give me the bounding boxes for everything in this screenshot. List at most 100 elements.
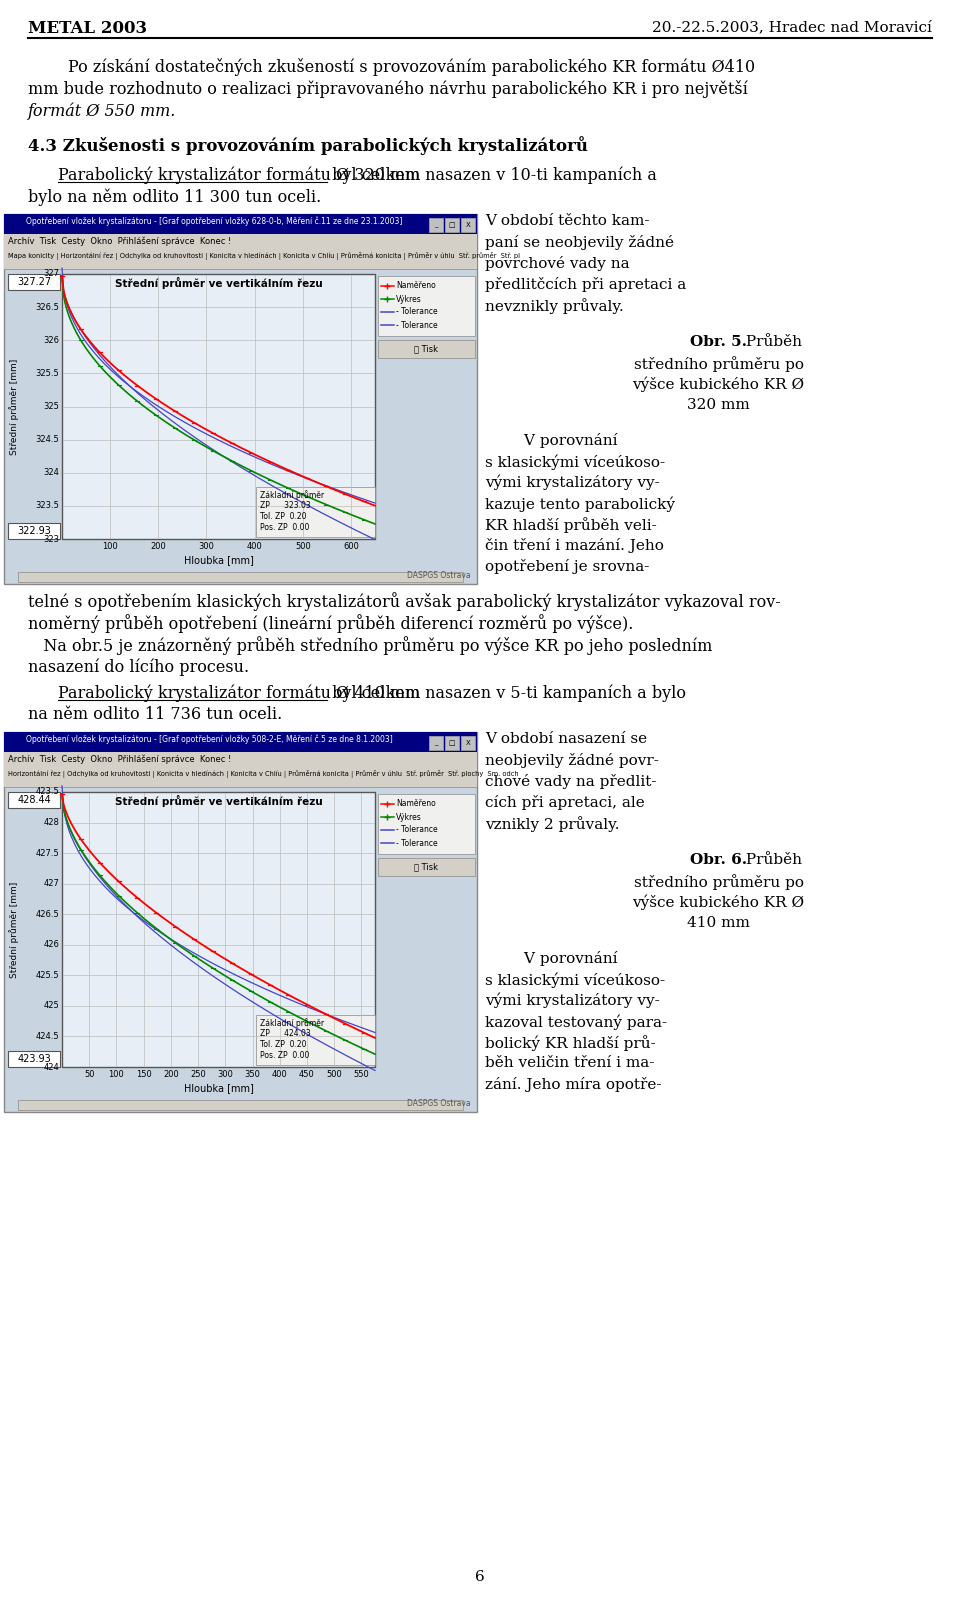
- Text: bolický KR hladší prů-: bolický KR hladší prů-: [485, 1035, 656, 1051]
- Text: s klasickými víceúkoso-: s klasickými víceúkoso-: [485, 454, 665, 470]
- Bar: [4, 732, 477, 1111]
- Text: ZP      424.03: ZP 424.03: [260, 1030, 311, 1038]
- Text: povrchové vady na: povrchové vady na: [485, 256, 630, 270]
- Text: byl celkem nasazen v 5-ti kampaních a bylo: byl celkem nasazen v 5-ti kampaních a by…: [326, 684, 685, 702]
- Text: 327.27: 327.27: [17, 277, 51, 286]
- Text: 600: 600: [343, 542, 359, 552]
- Bar: [8, 1051, 60, 1067]
- Text: cích při apretaci, ale: cích při apretaci, ale: [485, 795, 645, 811]
- Text: vými krystalizátory vy-: vými krystalizátory vy-: [485, 993, 660, 1009]
- Text: Parabolický krystalizátor formátu Ø 410 mm: Parabolický krystalizátor formátu Ø 410 …: [58, 684, 420, 702]
- Text: Základní průměr: Základní průměr: [260, 1019, 324, 1028]
- Bar: [4, 732, 477, 752]
- Text: 400: 400: [272, 1070, 288, 1079]
- Text: zání. Jeho míra opotře-: zání. Jeho míra opotře-: [485, 1078, 661, 1092]
- Text: středního průměru po: středního průměru po: [634, 357, 804, 373]
- Text: 425.5: 425.5: [36, 971, 59, 980]
- Text: 🖨 Tisk: 🖨 Tisk: [415, 862, 439, 871]
- Text: 322.93: 322.93: [17, 526, 51, 536]
- Text: V období nasazení se: V období nasazení se: [485, 732, 647, 747]
- Text: předlitčcích při apretaci a: předlitčcích při apretaci a: [485, 277, 686, 293]
- Text: 100: 100: [103, 542, 118, 552]
- Text: 324: 324: [43, 469, 59, 477]
- Text: Naměřeno: Naměřeno: [396, 281, 436, 291]
- Text: Opotřebení vložek krystalizátoru - [Graf opotřebení vložky 628-0-b, Měření č.11 : Opotřebení vložek krystalizátoru - [Graf…: [26, 216, 402, 225]
- Text: formát Ø 550 mm.: formát Ø 550 mm.: [28, 102, 177, 120]
- Bar: [461, 217, 475, 232]
- Bar: [256, 1015, 375, 1065]
- Text: 450: 450: [300, 1070, 315, 1079]
- Text: DASPGS Ostrava: DASPGS Ostrava: [407, 571, 471, 580]
- Text: Základní průměr: Základní průměr: [260, 489, 324, 500]
- Text: Pos. ZP  0.00: Pos. ZP 0.00: [260, 523, 309, 532]
- Text: paní se neobjevily žádné: paní se neobjevily žádné: [485, 235, 674, 249]
- Text: 320 mm: 320 mm: [687, 398, 750, 413]
- Text: _: _: [434, 222, 438, 229]
- Text: Střední průměr ve vertikálním řezu: Střední průměr ve vertikálním řezu: [114, 277, 323, 289]
- Text: 325: 325: [43, 401, 59, 411]
- Text: středního průměru po: středního průměru po: [634, 875, 804, 891]
- Text: 425: 425: [43, 1001, 59, 1011]
- Text: výšce kubického KR Ø: výšce kubického KR Ø: [633, 377, 804, 392]
- Text: X: X: [466, 740, 470, 747]
- Text: - Tolerance: - Tolerance: [396, 825, 438, 835]
- Text: 423.93: 423.93: [17, 1054, 51, 1063]
- Text: 326.5: 326.5: [36, 302, 59, 312]
- Text: Pos. ZP  0.00: Pos. ZP 0.00: [260, 1051, 309, 1060]
- Text: 4.3 Zkušenosti s provozováním parabolických krystalizátorů: 4.3 Zkušenosti s provozováním parabolick…: [28, 136, 588, 155]
- Text: 323.5: 323.5: [36, 502, 59, 510]
- Text: Střední průměr [mm]: Střední průměr [mm]: [9, 881, 19, 977]
- Text: V období těchto kam-: V období těchto kam-: [485, 214, 650, 229]
- Text: Tol. ZP  0.20: Tol. ZP 0.20: [260, 1039, 306, 1049]
- Text: Horizontální řez | Odchylka od kruhovitosti | Konicita v hledínách | Konicita v : Horizontální řez | Odchylka od kruhovito…: [8, 771, 518, 779]
- Text: 428: 428: [43, 819, 59, 827]
- Text: X: X: [466, 222, 470, 229]
- Text: 400: 400: [247, 542, 262, 552]
- Bar: [8, 523, 60, 539]
- Text: - Tolerance: - Tolerance: [396, 838, 438, 847]
- Text: Střední průměr ve vertikálním řezu: Střední průměr ve vertikálním řezu: [114, 795, 323, 807]
- Text: Naměřeno: Naměřeno: [396, 800, 436, 809]
- Text: 326: 326: [43, 336, 59, 345]
- Text: vznikly 2 průvaly.: vznikly 2 průvaly.: [485, 815, 619, 831]
- Text: Obr. 6.: Obr. 6.: [690, 852, 747, 867]
- Text: Obr. 5.: Obr. 5.: [690, 336, 747, 349]
- Text: 20.-22.5.2003, Hradec nad Moravicí: 20.-22.5.2003, Hradec nad Moravicí: [652, 21, 932, 34]
- Text: ZP      323.03: ZP 323.03: [260, 500, 311, 510]
- Bar: [256, 488, 375, 537]
- Bar: [429, 736, 443, 750]
- Text: DASPGS Ostrava: DASPGS Ostrava: [407, 1099, 471, 1108]
- Text: 427.5: 427.5: [36, 849, 59, 857]
- Text: METAL 2003: METAL 2003: [28, 21, 147, 37]
- Text: Na obr.5 je znázorněný průběh středního průměru po výšce KR po jeho posledním: Na obr.5 je znázorněný průběh středního …: [28, 636, 712, 656]
- Text: 424: 424: [43, 1062, 59, 1071]
- Text: 325.5: 325.5: [36, 369, 59, 377]
- Bar: [62, 273, 375, 539]
- Text: Opotřebení vložek krystalizátoru - [Graf opotřebení vložky 508-2-E, Měření č.5 z: Opotřebení vložek krystalizátoru - [Graf…: [26, 734, 393, 744]
- Text: 423.5: 423.5: [36, 787, 59, 796]
- Text: 300: 300: [199, 542, 214, 552]
- Bar: [378, 859, 475, 876]
- Text: 350: 350: [245, 1070, 260, 1079]
- Text: telné s opotřebením klasických krystalizátorů avšak parabolický krystalizátor vy: telné s opotřebením klasických krystaliz…: [28, 592, 780, 611]
- Text: 550: 550: [353, 1070, 370, 1079]
- Text: neobjevily žádné povr-: neobjevily žádné povr-: [485, 753, 659, 768]
- Text: vými krystalizátory vy-: vými krystalizátory vy-: [485, 475, 660, 491]
- Bar: [4, 769, 477, 787]
- Text: výšce kubického KR Ø: výšce kubického KR Ø: [633, 895, 804, 910]
- Text: 410 mm: 410 mm: [687, 916, 750, 931]
- Bar: [18, 1100, 463, 1110]
- Text: 200: 200: [163, 1070, 179, 1079]
- Text: běh veličin tření i ma-: běh veličin tření i ma-: [485, 1055, 655, 1070]
- Text: 428.44: 428.44: [17, 795, 51, 804]
- Text: Hloubka [mm]: Hloubka [mm]: [183, 555, 253, 564]
- Text: Archív  Tisk  Cesty  Okno  Přihlášení správce  Konec !: Archív Tisk Cesty Okno Přihlášení správc…: [8, 755, 231, 763]
- Text: 500: 500: [295, 542, 311, 552]
- Text: V porovnání: V porovnání: [485, 951, 617, 966]
- Text: Výkres: Výkres: [396, 812, 421, 822]
- Bar: [378, 277, 475, 336]
- Text: byl celkem nasazen v 10-ti kampaních a: byl celkem nasazen v 10-ti kampaních a: [326, 166, 657, 184]
- Text: 426: 426: [43, 940, 59, 950]
- Text: kazoval testovaný para-: kazoval testovaný para-: [485, 1014, 667, 1030]
- Text: nasazení do lícího procesu.: nasazení do lícího procesu.: [28, 659, 250, 675]
